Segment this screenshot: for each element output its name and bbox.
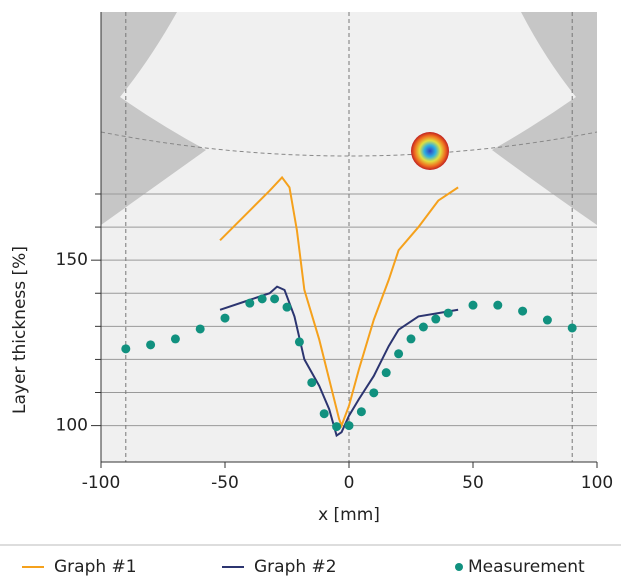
measurement-point (369, 388, 379, 398)
y-tick-label: 100 (56, 416, 88, 436)
measurement-point (146, 340, 156, 350)
measurement-point (381, 368, 391, 378)
x-tick-label: 50 (462, 473, 484, 493)
y-axis-label: Layer thickness [%] (10, 246, 30, 414)
legend-label: Graph #1 (54, 557, 137, 577)
measurement-point (319, 409, 329, 419)
x-tick-label: 100 (581, 473, 613, 493)
legend-label: Measurement (468, 557, 585, 577)
measurement-point (468, 300, 478, 310)
y-tick-label: 150 (56, 250, 88, 270)
measurement-point (406, 334, 416, 344)
measurement-point (220, 313, 230, 323)
measurement-point (121, 344, 131, 354)
measurement-point (245, 298, 255, 308)
legend-swatch (455, 563, 463, 571)
x-tick-label: 0 (344, 473, 355, 493)
series-line (219, 285, 459, 438)
measurement-point (418, 322, 428, 332)
measurement-point (170, 334, 180, 344)
legend-label: Graph #2 (254, 557, 337, 577)
x-tick-label: -50 (211, 473, 239, 493)
measurement-point (307, 378, 317, 388)
lens-shape-right (492, 12, 597, 225)
measurement-point (294, 337, 304, 347)
measurement-point (282, 302, 292, 312)
lens-shape-left (101, 12, 206, 225)
measurement-point (493, 300, 503, 310)
x-axis-label: x [mm] (318, 505, 380, 525)
series-line (219, 175, 459, 429)
measurement-point (394, 349, 404, 359)
measurement-point (518, 306, 528, 316)
measurement-point (332, 422, 342, 432)
measurement-point (542, 315, 552, 325)
measurement-point (443, 308, 453, 318)
measurement-point (344, 421, 354, 431)
measurement-point (195, 324, 205, 334)
measurement-point (270, 294, 280, 304)
dashed-arc (100, 131, 598, 157)
x-tick-label: -100 (82, 473, 121, 493)
measurement-point (431, 314, 441, 324)
spot-icon (411, 132, 449, 170)
measurement-point (356, 407, 366, 417)
measurement-point (257, 294, 267, 304)
measurement-point (567, 323, 577, 333)
